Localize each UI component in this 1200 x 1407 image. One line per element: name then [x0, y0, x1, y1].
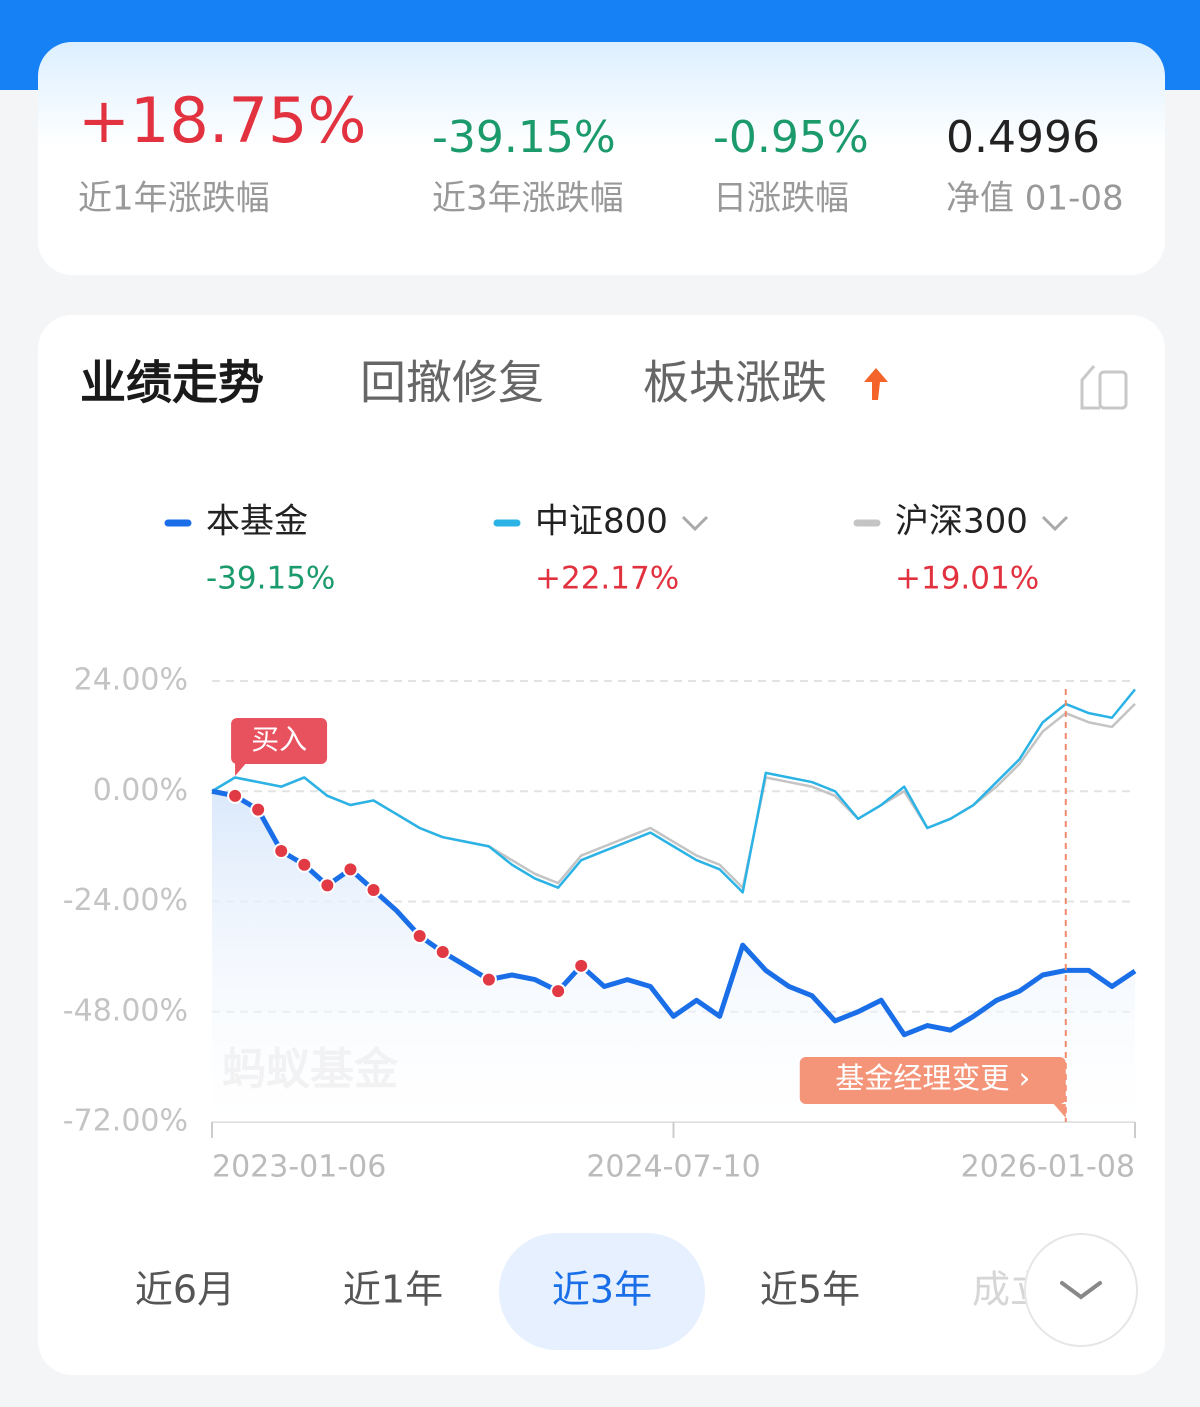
stat-value: 0.4996 — [946, 112, 1100, 163]
stat-value: -39.15% — [432, 112, 616, 163]
legend-change: -39.15% — [206, 561, 335, 597]
buy-point — [319, 877, 336, 894]
chart-card — [38, 315, 1165, 1375]
stat-label: 日涨跌幅 — [713, 179, 849, 219]
stat-value: -0.95% — [713, 112, 869, 163]
annotation-text: 买入 — [251, 723, 307, 756]
legend-name: 中证800 — [535, 502, 668, 542]
annotation-box — [231, 718, 328, 764]
legend-change: +22.17% — [535, 561, 679, 597]
hot-arrow — [864, 368, 888, 400]
legend-change: +19.01% — [895, 561, 1039, 597]
stat-label: 近3年涨跌幅 — [432, 179, 624, 219]
buy-point — [273, 842, 290, 859]
legend-name: 沪深300 — [895, 502, 1028, 542]
stat-label: 近1年涨跌幅 — [78, 179, 270, 219]
y-tick-label: -24.00% — [63, 883, 188, 918]
series-line — [211, 688, 1136, 894]
legend-dropdown — [681, 515, 709, 532]
stats-card — [38, 42, 1165, 275]
y-tick-label: -48.00% — [63, 993, 188, 1028]
expand-button[interactable] — [1024, 1233, 1138, 1347]
buy-point — [342, 861, 359, 878]
buy-point — [550, 983, 567, 1000]
x-tick-label: 2026-01-08 — [961, 1150, 1135, 1185]
buy-point — [480, 971, 497, 988]
annotation-pointer — [235, 762, 248, 776]
legend-dropdown — [1041, 515, 1069, 532]
buy-point — [573, 957, 590, 974]
period-tab[interactable]: 近1年 — [343, 1268, 443, 1312]
buy-point — [227, 787, 244, 804]
x-tick-label: 2023-01-06 — [212, 1150, 386, 1185]
legend-name: 本基金 — [206, 502, 308, 542]
annotation-pointer — [1053, 1104, 1066, 1118]
period-tab[interactable]: 近6月 — [135, 1268, 235, 1312]
y-tick-label: -72.00% — [63, 1104, 188, 1139]
buy-point — [411, 927, 428, 944]
period-tab[interactable]: 近5年 — [760, 1268, 860, 1312]
buy-point — [434, 944, 451, 961]
tab[interactable]: 业绩走势 — [80, 356, 264, 410]
annotation-box — [799, 1057, 1066, 1104]
x-tick-label: 2024-07-10 — [586, 1150, 760, 1185]
buy-point — [365, 882, 382, 899]
tab[interactable]: 回撤修复 — [360, 356, 544, 410]
fund-area — [212, 791, 1135, 1122]
buy-point — [250, 801, 267, 818]
stat-value: +18.75% — [78, 84, 366, 157]
chevron — [1060, 1281, 1102, 1300]
tab[interactable]: 板块涨跌 — [643, 356, 827, 410]
share-icon[interactable] — [1080, 365, 1128, 410]
annotation-text: 基金经理变更 › — [835, 1061, 1030, 1095]
period-tab[interactable]: 近3年 — [552, 1268, 652, 1312]
series-line — [211, 788, 1137, 1038]
y-tick-label: 0.00% — [93, 773, 188, 808]
y-tick-label: 24.00% — [74, 663, 188, 698]
stat-label: 净值 01-08 — [946, 179, 1124, 219]
period-highlight — [499, 1233, 705, 1350]
buy-point — [296, 856, 313, 873]
